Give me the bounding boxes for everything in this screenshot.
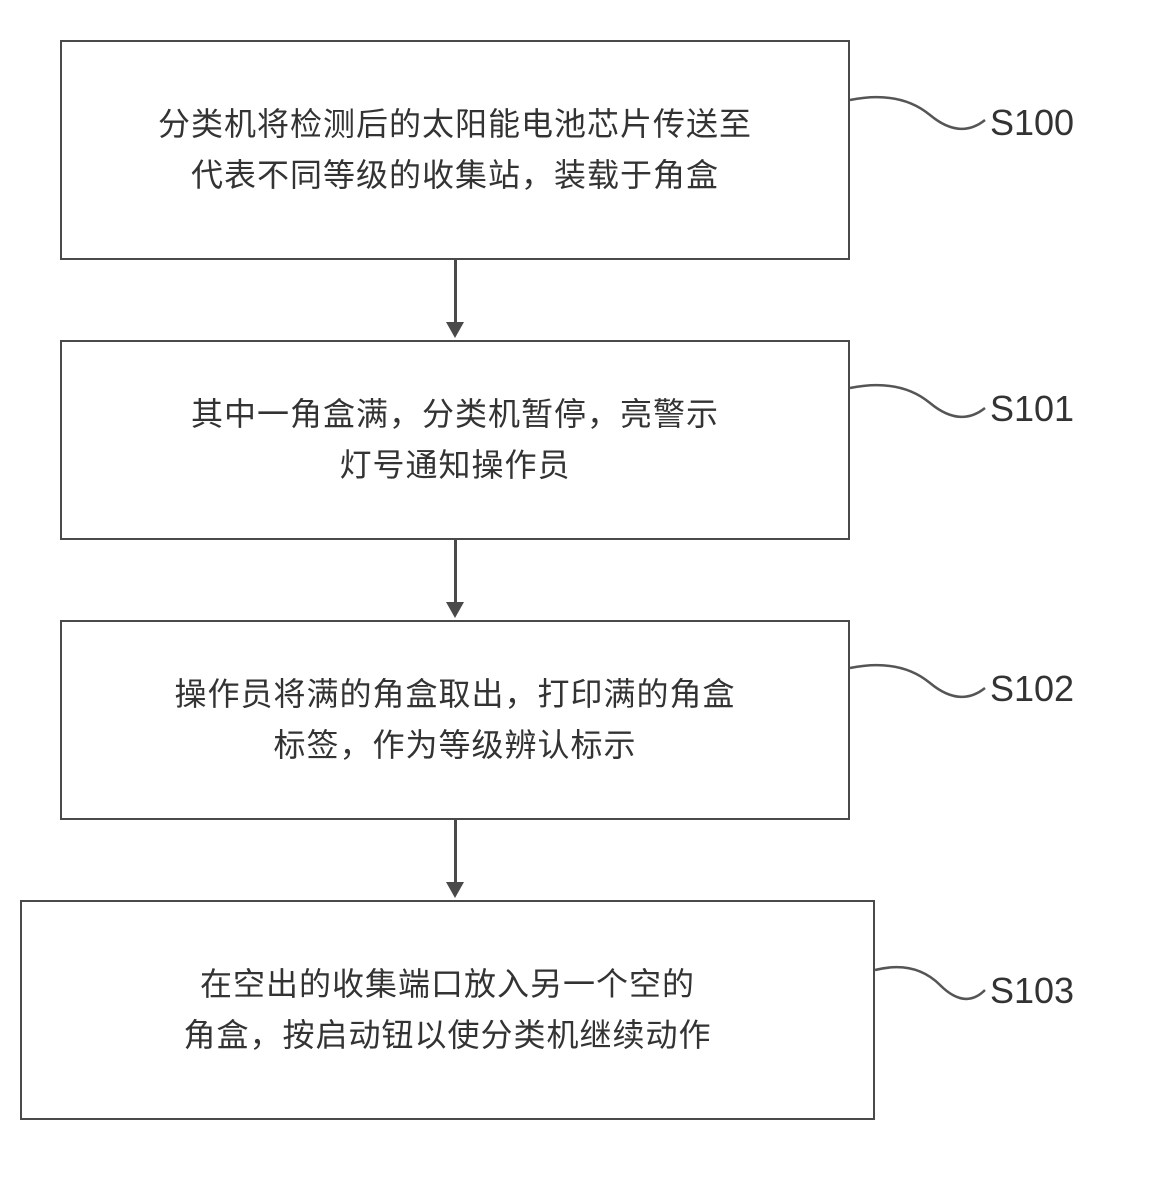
node-text-line1: 在空出的收集端口放入另一个空的 xyxy=(200,966,695,1002)
flowchart-container: 分类机将检测后的太阳能电池芯片传送至 代表不同等级的收集站，装载于角盒 S100… xyxy=(20,40,1110,1180)
node-text: 操作员将满的角盒取出，打印满的角盒 标签，作为等级辨认标示 xyxy=(174,669,735,771)
node-text-line1: 分类机将检测后的太阳能电池芯片传送至 xyxy=(158,106,752,142)
node-text: 其中一角盒满，分类机暂停，亮警示 灯号通知操作员 xyxy=(191,389,719,491)
node-text-line2: 灯号通知操作员 xyxy=(339,447,570,483)
flowchart-node-s101: 其中一角盒满，分类机暂停，亮警示 灯号通知操作员 xyxy=(60,340,850,540)
node-text-line1: 其中一角盒满，分类机暂停，亮警示 xyxy=(191,396,719,432)
arrow-head-icon xyxy=(446,602,464,618)
flowchart-node-s103: 在空出的收集端口放入另一个空的 角盒，按启动钮以使分类机继续动作 xyxy=(20,900,875,1120)
node-text-line1: 操作员将满的角盒取出，打印满的角盒 xyxy=(174,676,735,712)
arrow-line xyxy=(454,540,457,602)
arrow-head-icon xyxy=(446,882,464,898)
flowchart-node-s100: 分类机将检测后的太阳能电池芯片传送至 代表不同等级的收集站，装载于角盒 xyxy=(60,40,850,260)
arrow-head-icon xyxy=(446,322,464,338)
arrow-line xyxy=(454,260,457,322)
connector-curve xyxy=(850,90,990,155)
node-text: 分类机将检测后的太阳能电池芯片传送至 代表不同等级的收集站，装载于角盒 xyxy=(158,99,752,201)
node-text-line2: 角盒，按启动钮以使分类机继续动作 xyxy=(183,1017,711,1053)
node-text-line2: 代表不同等级的收集站，装载于角盒 xyxy=(191,157,719,193)
node-label-s103: S103 xyxy=(990,970,1074,1012)
connector-curve xyxy=(850,378,990,443)
flowchart-node-s102: 操作员将满的角盒取出，打印满的角盒 标签，作为等级辨认标示 xyxy=(60,620,850,820)
connector-curve xyxy=(850,658,990,723)
node-label-s101: S101 xyxy=(990,388,1074,430)
connector-curve xyxy=(875,960,995,1025)
node-text: 在空出的收集端口放入另一个空的 角盒，按启动钮以使分类机继续动作 xyxy=(183,959,711,1061)
node-label-s100: S100 xyxy=(990,102,1074,144)
node-label-s102: S102 xyxy=(990,668,1074,710)
node-text-line2: 标签，作为等级辨认标示 xyxy=(273,727,636,763)
arrow-line xyxy=(454,820,457,882)
